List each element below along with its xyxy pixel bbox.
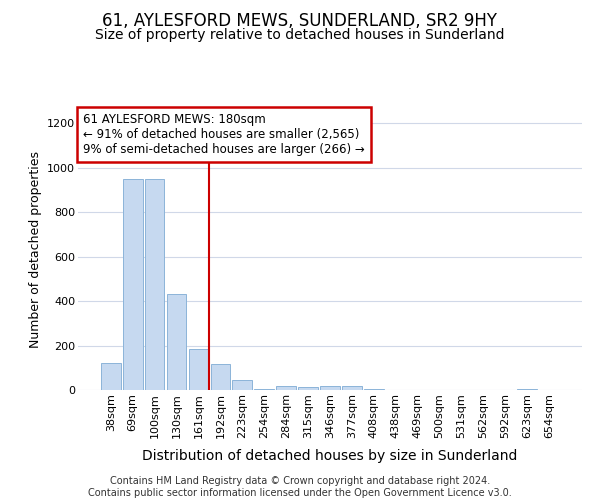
Bar [101, 364, 121, 390]
Y-axis label: Number of detached properties: Number of detached properties [29, 152, 41, 348]
Bar [254, 389, 274, 390]
Bar [232, 380, 252, 390]
X-axis label: Distribution of detached houses by size in Sunderland: Distribution of detached houses by size … [142, 449, 518, 463]
Bar [298, 388, 318, 390]
Bar [188, 349, 208, 390]
Bar [145, 179, 164, 390]
Text: 61 AYLESFORD MEWS: 180sqm
← 91% of detached houses are smaller (2,565)
9% of sem: 61 AYLESFORD MEWS: 180sqm ← 91% of detac… [83, 113, 365, 156]
Bar [167, 294, 187, 390]
Text: 61, AYLESFORD MEWS, SUNDERLAND, SR2 9HY: 61, AYLESFORD MEWS, SUNDERLAND, SR2 9HY [103, 12, 497, 30]
Text: Contains HM Land Registry data © Crown copyright and database right 2024.
Contai: Contains HM Land Registry data © Crown c… [88, 476, 512, 498]
Bar [211, 364, 230, 390]
Bar [123, 179, 143, 390]
Bar [517, 389, 537, 390]
Bar [276, 386, 296, 390]
Bar [320, 386, 340, 390]
Text: Size of property relative to detached houses in Sunderland: Size of property relative to detached ho… [95, 28, 505, 42]
Bar [342, 386, 362, 390]
